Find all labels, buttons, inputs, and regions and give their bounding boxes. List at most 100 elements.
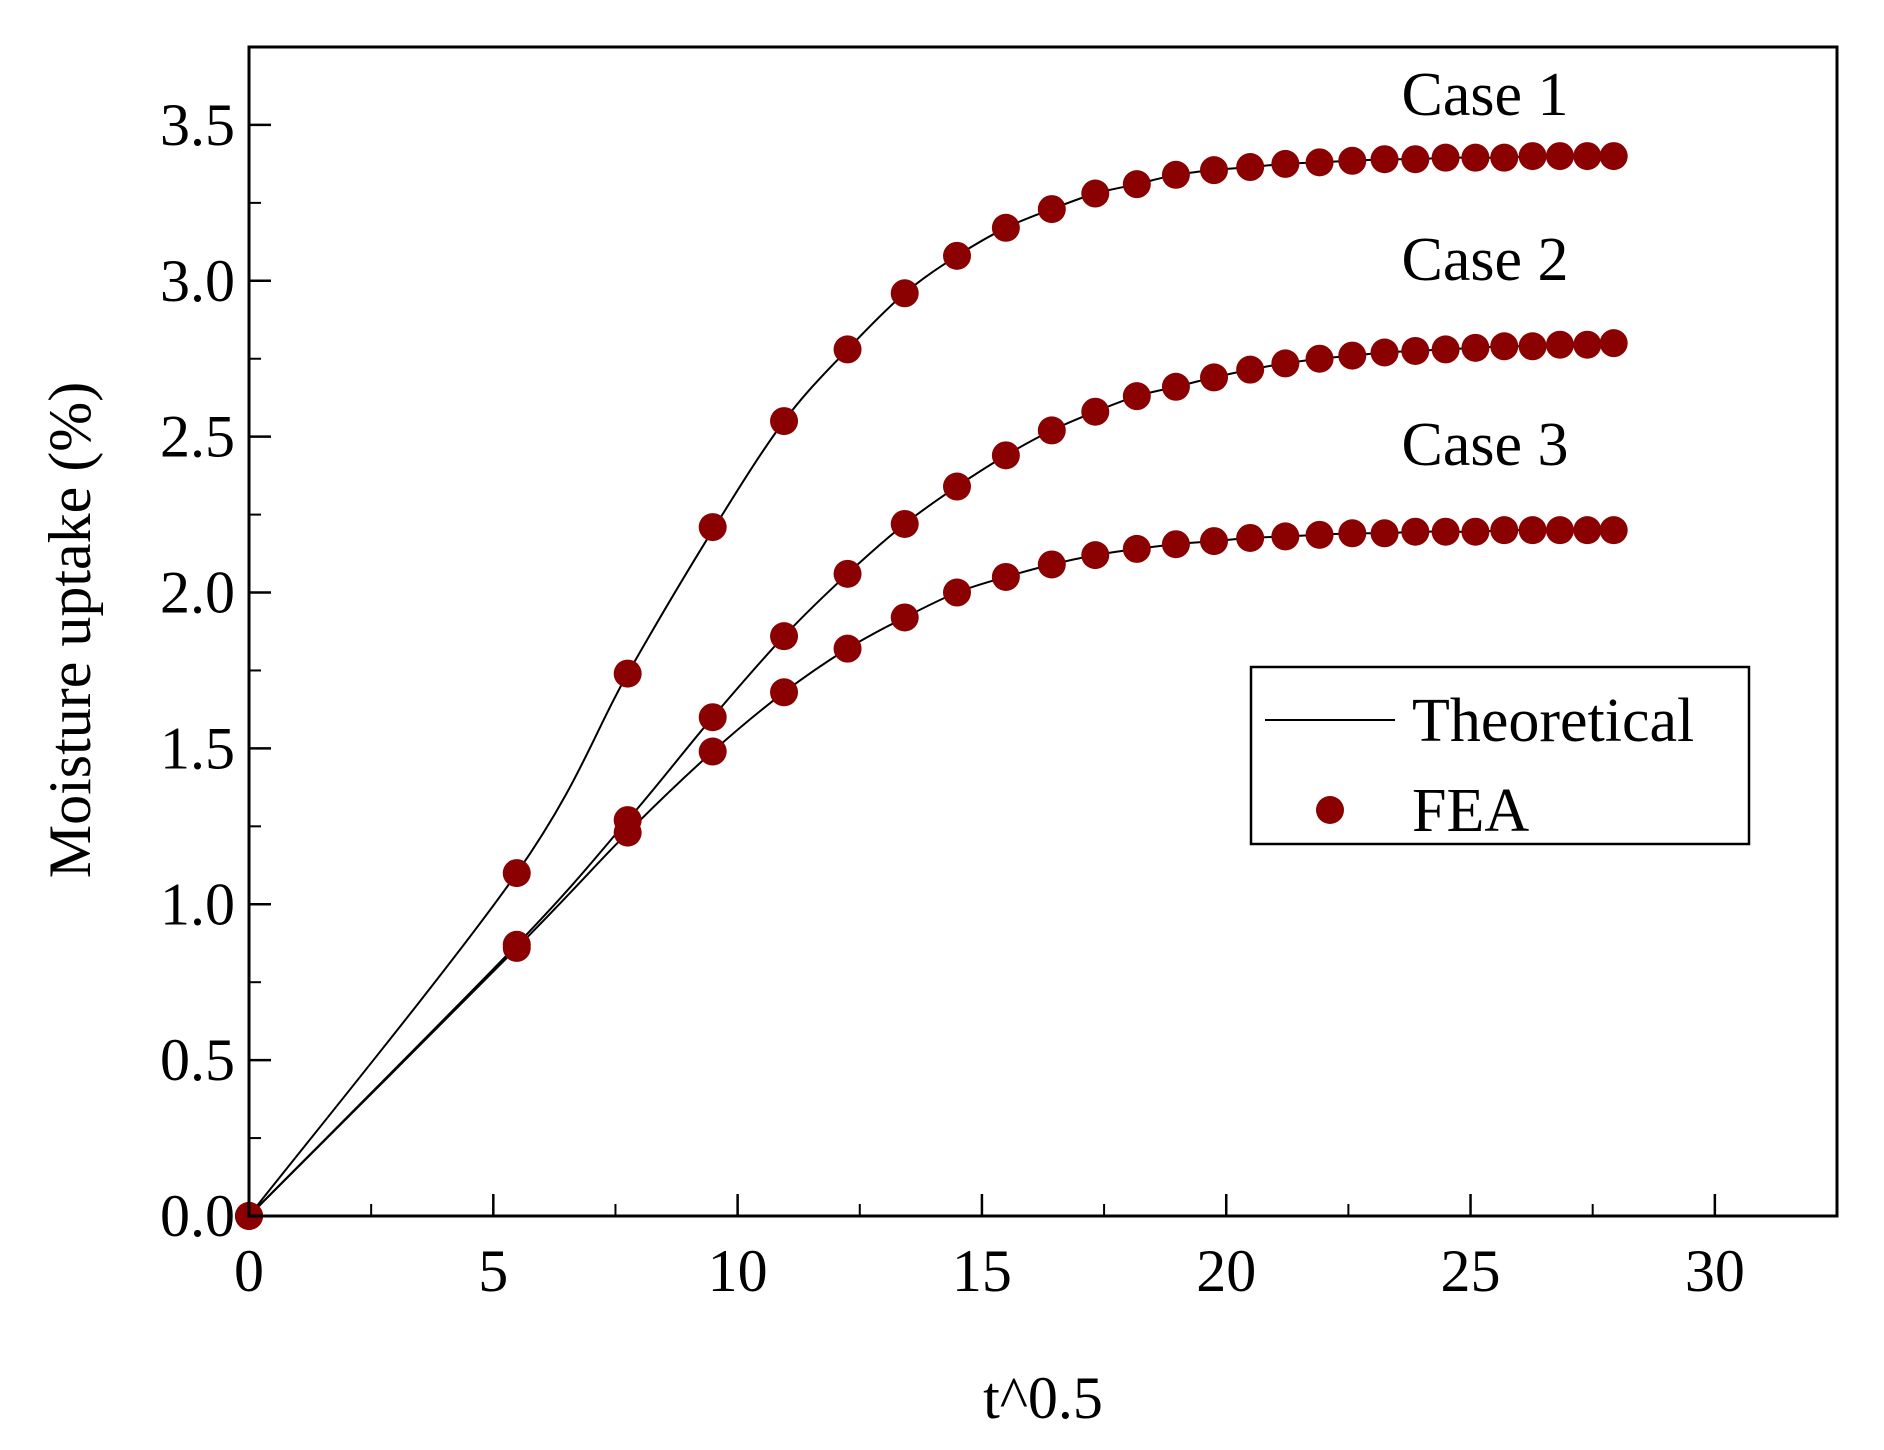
x-axis-label: t^0.5 bbox=[983, 1365, 1103, 1431]
fea-point-case-3 bbox=[1573, 516, 1602, 545]
fea-point-case-1 bbox=[1545, 142, 1574, 171]
fea-point-case-3 bbox=[1545, 516, 1574, 545]
fea-point-case-2 bbox=[698, 703, 727, 732]
legend-label-fea: FEA bbox=[1412, 777, 1529, 845]
fea-point-case-1 bbox=[890, 279, 919, 308]
fea-point-case-2 bbox=[1271, 349, 1300, 378]
fea-point-case-3 bbox=[1236, 523, 1265, 552]
fea-point-case-2 bbox=[1431, 335, 1460, 364]
fea-point-case-3 bbox=[1490, 516, 1519, 545]
fea-point-case-1 bbox=[1037, 195, 1066, 224]
fea-point-case-3 bbox=[890, 603, 919, 632]
fea-point-case-3 bbox=[1518, 516, 1547, 545]
fea-point-case-1 bbox=[1271, 149, 1300, 178]
series-label-case-1: Case 1 bbox=[1401, 61, 1568, 129]
fea-point-case-3 bbox=[1599, 516, 1628, 545]
fea-point-case-2 bbox=[1305, 344, 1334, 373]
fea-point-case-3 bbox=[770, 678, 799, 707]
fea-point-case-2 bbox=[890, 509, 919, 538]
y-tick-label: 3.5 bbox=[160, 92, 235, 158]
legend-label-theoretical: Theoretical bbox=[1412, 687, 1694, 755]
fea-point-case-1 bbox=[1236, 153, 1265, 182]
fea-point-case-1 bbox=[1599, 142, 1628, 171]
y-tick-label: 2.0 bbox=[160, 560, 235, 626]
fea-point-case-2 bbox=[1037, 416, 1066, 445]
fea-point-case-2 bbox=[1573, 330, 1602, 359]
fea-point-case-3 bbox=[991, 562, 1020, 591]
fea-point-case-1 bbox=[1431, 143, 1460, 172]
x-tick-label: 15 bbox=[952, 1238, 1012, 1304]
fea-point-case-2 bbox=[1461, 333, 1490, 362]
fea-point-case-2 bbox=[1200, 363, 1229, 392]
fea-point-case-1 bbox=[1518, 142, 1547, 171]
fea-point-case-3 bbox=[1338, 519, 1367, 548]
fea-point-case-2 bbox=[1490, 332, 1519, 361]
x-tick-label: 20 bbox=[1196, 1238, 1256, 1304]
fea-point-case-1 bbox=[1573, 142, 1602, 171]
fea-point-case-2 bbox=[1518, 332, 1547, 361]
fea-point-case-1 bbox=[1161, 160, 1190, 189]
fea-point-case-3 bbox=[943, 578, 972, 607]
y-tick-label: 0.0 bbox=[160, 1183, 235, 1249]
fea-point-case-2 bbox=[1545, 330, 1574, 359]
fea-point-case-3 bbox=[833, 634, 862, 663]
fea-point-case-1 bbox=[770, 407, 799, 436]
series-label-case-2: Case 2 bbox=[1401, 226, 1568, 294]
fea-point-case-3 bbox=[1081, 541, 1110, 570]
fea-point-case-1 bbox=[1401, 145, 1430, 174]
fea-point-case-3 bbox=[1271, 522, 1300, 551]
axis-ticks bbox=[247, 123, 1717, 1218]
fea-point-case-1 bbox=[1122, 170, 1151, 199]
fea-point-case-2 bbox=[1370, 338, 1399, 367]
y-axis-label: Moisture uptake (%) bbox=[37, 382, 103, 879]
fea-point-case-3 bbox=[698, 737, 727, 766]
fea-point-case-1 bbox=[698, 513, 727, 542]
x-tick-label: 30 bbox=[1685, 1238, 1745, 1304]
series-labels: Case 1 Case 2 Case 3 bbox=[1401, 61, 1568, 479]
legend-marker-swatch bbox=[1316, 796, 1344, 824]
y-tick-label: 1.0 bbox=[160, 871, 235, 937]
series-label-case-3: Case 3 bbox=[1401, 411, 1568, 479]
fea-point-case-1 bbox=[943, 241, 972, 270]
fea-point-case-3 bbox=[1122, 534, 1151, 563]
tick-labels: 0 5 10 15 20 25 30 0.0 0.5 1.0 1.5 2.0 2.5 3.0 3.5 bbox=[160, 92, 1745, 1304]
x-tick-label: 10 bbox=[708, 1238, 768, 1304]
y-tick-label: 3.0 bbox=[160, 248, 235, 314]
fea-point-case-1 bbox=[1490, 143, 1519, 172]
fea-point-case-2 bbox=[991, 441, 1020, 470]
fea-point-case-3 bbox=[1037, 550, 1066, 579]
y-tick-label: 1.5 bbox=[160, 715, 235, 781]
fea-point-case-2 bbox=[833, 559, 862, 588]
fea-point-case-2 bbox=[1401, 336, 1430, 365]
fea-point-case-2 bbox=[770, 622, 799, 651]
fea-point-case-2 bbox=[1161, 372, 1190, 401]
fea-point-case-1 bbox=[991, 213, 1020, 242]
fea-points bbox=[235, 142, 1628, 1230]
fea-point-case-3 bbox=[1461, 517, 1490, 546]
fea-point-case-3 bbox=[1431, 517, 1460, 546]
fea-point-case-3 bbox=[1401, 517, 1430, 546]
y-tick-label: 2.5 bbox=[160, 404, 235, 470]
fea-point-case-2 bbox=[1081, 397, 1110, 426]
fea-point-case-2 bbox=[1236, 355, 1265, 384]
fea-point-case-1 bbox=[1305, 148, 1334, 177]
fea-point-case-3 bbox=[502, 933, 531, 962]
y-tick-label: 0.5 bbox=[160, 1027, 235, 1093]
fea-point-case-3 bbox=[1370, 519, 1399, 548]
x-tick-label: 25 bbox=[1441, 1238, 1501, 1304]
fea-point-case-3 bbox=[1200, 527, 1229, 556]
plot-frame bbox=[247, 45, 1839, 1218]
fea-point-case-2 bbox=[1599, 329, 1628, 358]
legend: Theoretical FEA bbox=[1249, 665, 1751, 846]
fea-point-case-1 bbox=[1081, 179, 1110, 208]
fea-point-case-1 bbox=[613, 659, 642, 688]
fea-point-case-2 bbox=[1338, 341, 1367, 370]
fea-point-case-1 bbox=[1370, 145, 1399, 174]
fea-point-case-1 bbox=[502, 859, 531, 888]
fea-point-case-1 bbox=[833, 335, 862, 364]
x-tick-label: 0 bbox=[234, 1238, 264, 1304]
fea-point-case-2 bbox=[943, 472, 972, 501]
fea-point-case-2 bbox=[1122, 382, 1151, 411]
